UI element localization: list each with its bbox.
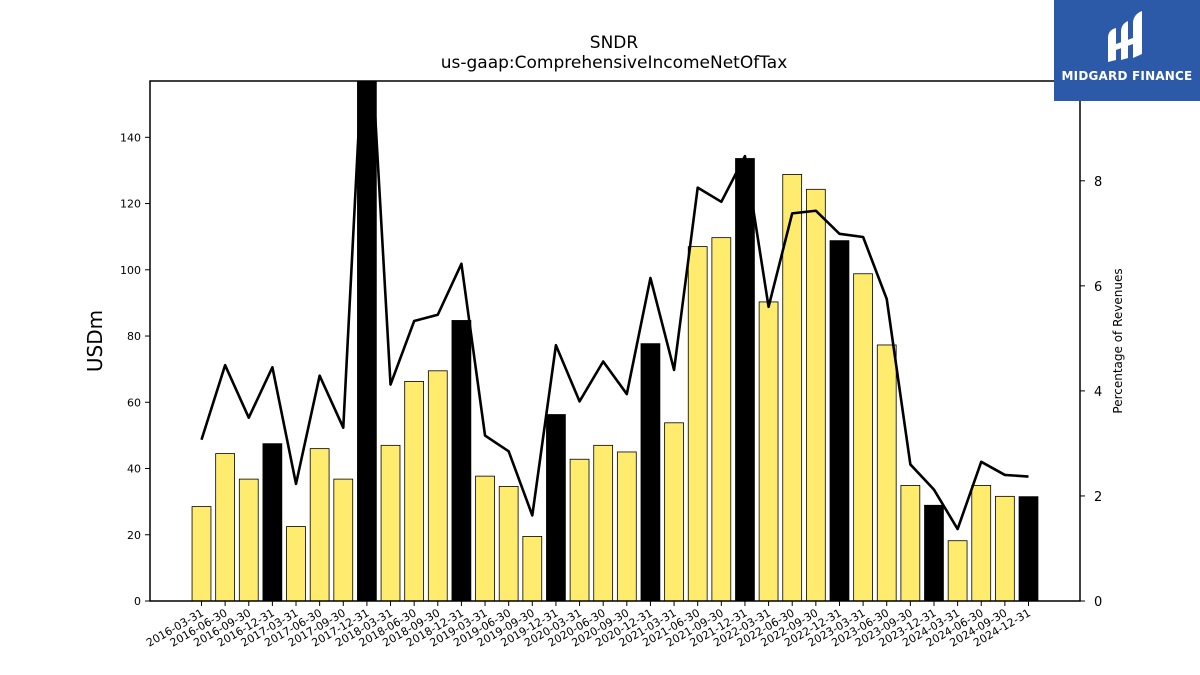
y2-axis-label: Percentage of Revenues — [1111, 268, 1125, 413]
y-tick-label: 120 — [120, 198, 141, 211]
y-tick-label: 40 — [127, 463, 141, 476]
bar-2023-06-30 — [876, 344, 897, 601]
bar-2016-06-30 — [215, 453, 235, 601]
y2-tick-label: 2 — [1094, 490, 1102, 505]
bar-2017-06-30 — [309, 448, 330, 601]
chart-title: SNDR — [589, 33, 639, 53]
bar-2016-03-31 — [191, 506, 212, 601]
bar-2017-03-31 — [286, 526, 306, 601]
y-tick-label: 100 — [120, 264, 141, 277]
bar-2022-12-31 — [829, 240, 850, 601]
bar-2021-09-30 — [711, 237, 732, 601]
midgard-logo-icon — [1108, 11, 1142, 62]
bar-2016-09-30 — [238, 478, 259, 601]
bar-2018-12-31 — [451, 320, 472, 601]
percentage-line — [200, 81, 1029, 531]
bar-2022-03-31 — [758, 301, 779, 601]
y-tick-label: 80 — [127, 330, 141, 343]
bar-2024-06-30 — [971, 485, 992, 601]
y2-tick-label: 6 — [1094, 280, 1102, 295]
y-axis-label: USDm — [83, 310, 107, 372]
bar-2019-03-31 — [475, 475, 495, 601]
brand-logo: MIDGARD FINANCE — [1054, 0, 1200, 101]
bar-2024-03-31 — [947, 540, 968, 601]
bar-2018-09-30 — [427, 370, 448, 601]
bar-2023-09-30 — [900, 485, 921, 601]
bar-2021-03-31 — [664, 422, 684, 601]
bar-2018-03-31 — [380, 444, 401, 601]
bar-2017-09-30 — [333, 478, 354, 601]
bar-2019-12-31 — [546, 414, 566, 601]
bar-2019-09-30 — [522, 536, 543, 601]
bar-2016-12-31 — [262, 443, 283, 601]
bar-2021-12-31 — [735, 158, 755, 601]
y-tick-label: 0 — [134, 595, 141, 608]
bar-2022-09-30 — [805, 188, 826, 601]
y-tick-label: 140 — [120, 131, 141, 144]
y2-tick-label: 4 — [1094, 385, 1102, 400]
bar-2018-06-30 — [404, 381, 425, 601]
bar-2021-06-30 — [687, 246, 708, 601]
y2-tick-label: 8 — [1094, 175, 1102, 190]
bar-2020-09-30 — [616, 451, 637, 601]
y2-tick-label: 0 — [1094, 595, 1102, 610]
bar-2023-12-31 — [924, 504, 944, 601]
y-tick-label: 60 — [127, 396, 141, 409]
brand-name: MIDGARD FINANCE — [1061, 69, 1193, 83]
bar-2020-12-31 — [640, 343, 661, 601]
bar-2020-06-30 — [593, 444, 614, 601]
bar-2024-12-31 — [1018, 496, 1039, 601]
bar-2022-06-30 — [782, 173, 803, 601]
bar-2020-03-31 — [569, 458, 590, 601]
bar-2024-09-30 — [995, 495, 1015, 601]
plot-frame — [149, 80, 1081, 602]
bar-2023-03-31 — [853, 273, 873, 601]
chart-subtitle: us-gaap:ComprehensiveIncomeNetOfTax — [440, 53, 788, 73]
y-tick-label: 20 — [127, 529, 141, 542]
bar-2019-06-30 — [498, 485, 519, 601]
